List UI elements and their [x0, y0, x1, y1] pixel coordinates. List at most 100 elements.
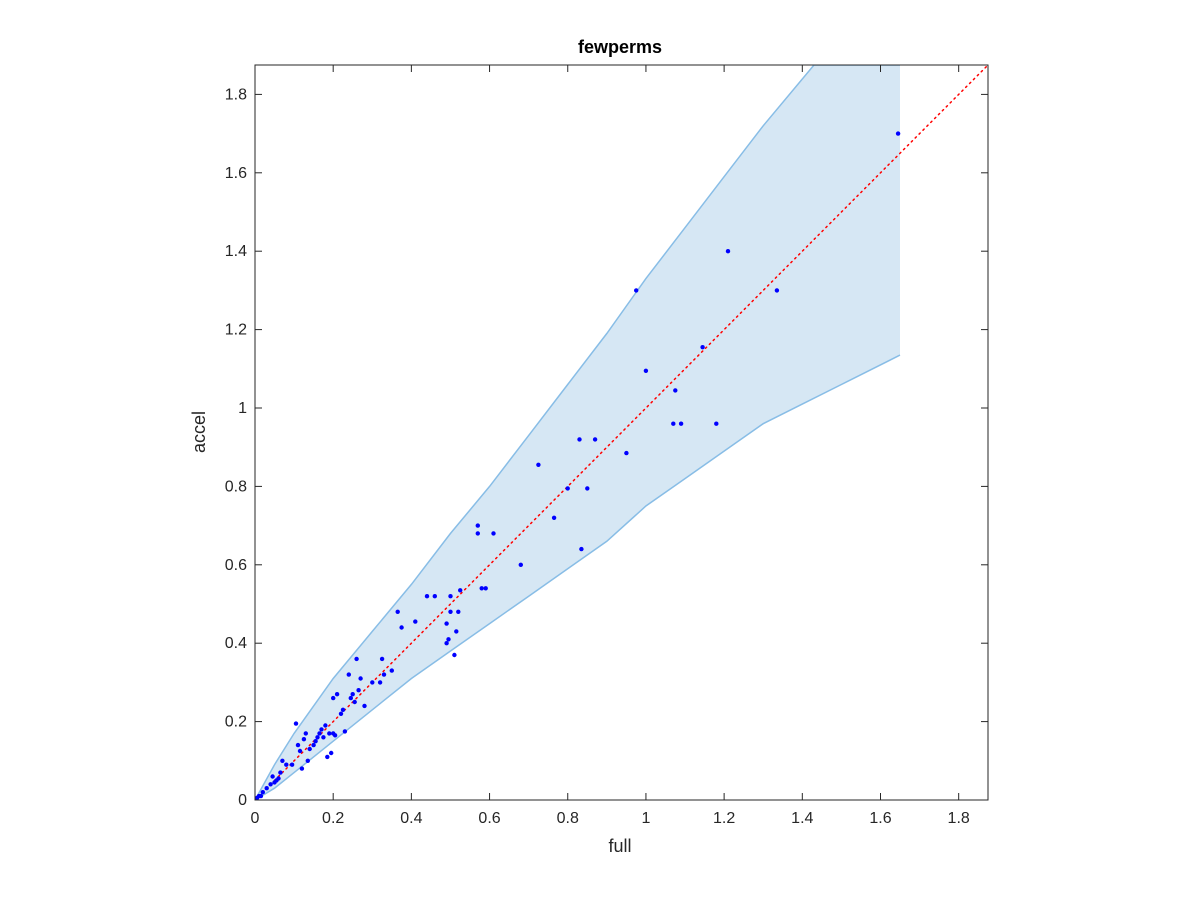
data-point	[331, 695, 336, 701]
data-point	[258, 793, 264, 799]
data-point	[329, 750, 334, 756]
data-point	[268, 782, 273, 787]
data-point	[456, 609, 461, 614]
data-point	[592, 437, 598, 442]
data-point	[673, 388, 678, 393]
data-point	[332, 733, 338, 738]
data-point	[264, 786, 269, 791]
y-axis-label: accel	[189, 411, 209, 453]
data-point	[280, 758, 285, 763]
data-point	[565, 486, 570, 491]
data-point	[321, 735, 326, 740]
data-point	[356, 688, 361, 693]
data-point	[307, 746, 312, 752]
data-point	[346, 672, 351, 677]
x-tick-label: 0.4	[400, 810, 422, 827]
data-point	[323, 723, 328, 728]
data-point	[479, 586, 484, 591]
axes-frame	[254, 64, 989, 801]
data-point	[448, 594, 453, 599]
data-point	[352, 699, 357, 705]
data-point	[452, 652, 457, 658]
y-tick-label: 1.4	[225, 243, 247, 260]
x-tick-label: 0	[251, 810, 260, 827]
x-tick-label: 0.2	[322, 810, 344, 827]
data-point	[289, 762, 295, 767]
data-point	[624, 450, 629, 456]
data-point	[389, 668, 394, 673]
x-tick-label: 0.8	[557, 810, 579, 827]
data-point	[325, 754, 330, 760]
x-tick-label: 1.8	[948, 810, 970, 827]
data-point	[454, 629, 459, 634]
y-axis: 0 0.2 0.4 0.6 0.8 1 1.2 1.4 1.6 1.8	[225, 86, 988, 809]
data-point	[362, 703, 367, 709]
y-tick-label: 0.4	[225, 635, 247, 652]
x-axis: 0 0.2 0.4 0.6 0.8 1 1.2 1.4 1.6 1.8	[251, 65, 970, 827]
data-point	[270, 774, 275, 779]
data-point	[319, 727, 324, 732]
chart-title: fewperms	[578, 37, 662, 57]
data-point	[379, 656, 385, 662]
data-point	[536, 462, 541, 467]
data-point	[634, 288, 639, 293]
x-tick-label: 1.6	[869, 810, 891, 827]
data-point	[370, 680, 375, 685]
data-point	[671, 421, 676, 426]
x-tick-label: 1.4	[791, 810, 813, 827]
y-tick-label: 1.8	[225, 86, 247, 103]
data-point	[377, 680, 383, 685]
data-point	[424, 594, 430, 599]
data-point	[305, 758, 310, 763]
data-point	[714, 421, 719, 426]
data-point	[338, 711, 344, 716]
data-point	[444, 621, 449, 626]
data-point	[483, 586, 488, 591]
data-point	[278, 770, 283, 775]
reference-diagonal	[255, 65, 988, 800]
data-point	[342, 729, 348, 734]
data-point	[381, 672, 387, 677]
band-lower-edge	[255, 354, 901, 800]
data-point	[297, 748, 303, 754]
y-tick-label: 1	[238, 400, 247, 417]
y-tick-label: 0.8	[225, 478, 247, 495]
data-point	[348, 695, 353, 701]
data-point	[446, 637, 451, 642]
data-point	[284, 762, 289, 767]
data-point	[313, 739, 318, 744]
band-upper-edge	[255, 65, 900, 800]
data-point	[475, 523, 480, 528]
data-point	[448, 609, 453, 614]
y-tick-label: 1.6	[225, 165, 247, 182]
data-point	[895, 131, 901, 136]
x-tick-label: 1	[641, 810, 650, 827]
data-point	[317, 731, 322, 736]
x-tick-label: 1.2	[713, 810, 735, 827]
data-point	[491, 531, 496, 536]
data-point	[432, 594, 437, 599]
data-point	[334, 692, 340, 697]
data-point	[358, 676, 363, 681]
data-point	[444, 641, 449, 646]
data-point	[643, 368, 649, 373]
data-point	[725, 249, 731, 254]
data-point	[774, 288, 780, 293]
data-point	[350, 692, 355, 697]
scatter-points	[255, 131, 901, 800]
confidence-band	[255, 65, 900, 800]
data-point	[293, 721, 299, 726]
y-tick-label: 1.2	[225, 322, 247, 339]
data-point	[585, 486, 590, 491]
data-point	[303, 731, 308, 736]
plot-area	[255, 65, 988, 800]
data-point	[299, 766, 305, 771]
data-point	[413, 619, 418, 624]
data-point	[340, 707, 346, 712]
data-point	[399, 625, 404, 630]
data-point	[518, 562, 523, 567]
data-point	[295, 742, 301, 748]
data-point	[551, 515, 557, 520]
y-tick-label: 0.2	[225, 714, 247, 731]
data-point	[260, 790, 265, 795]
